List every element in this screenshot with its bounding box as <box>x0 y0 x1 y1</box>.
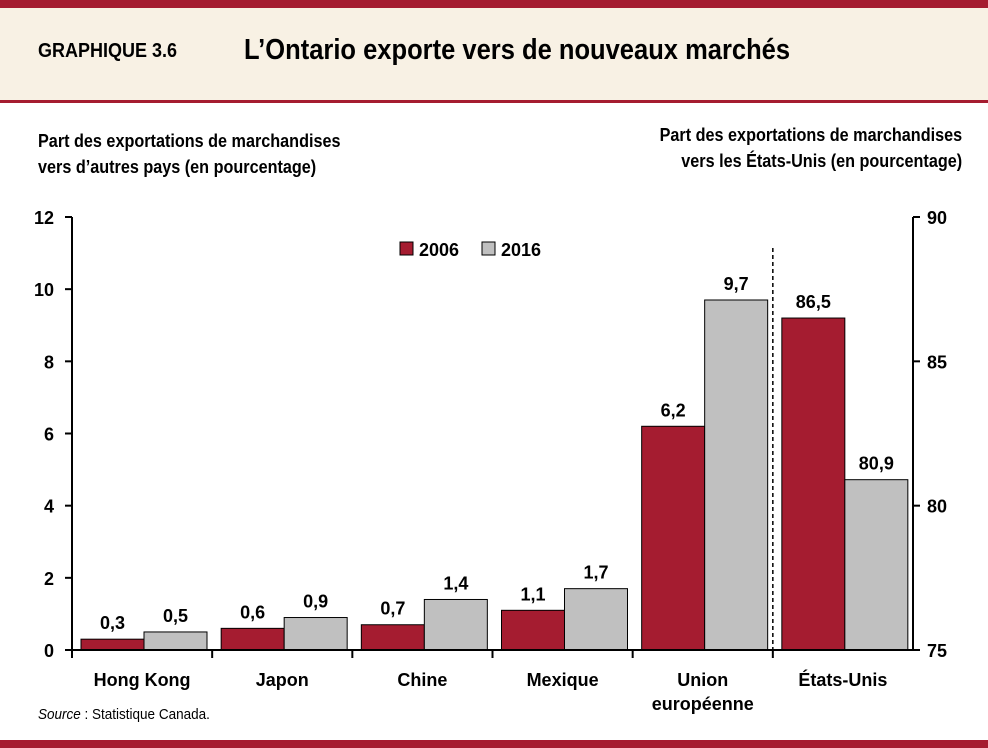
category-label: Union <box>677 670 728 690</box>
data-label: 80,9 <box>859 454 894 474</box>
data-label: 0,6 <box>240 602 265 622</box>
data-label: 6,2 <box>661 400 686 420</box>
bar-2016 <box>844 479 909 651</box>
y-tick-label-left: 12 <box>34 208 54 228</box>
bar-2006 <box>641 425 706 651</box>
y-tick-label-left: 8 <box>44 352 54 372</box>
source-note: Source : Statistique Canada. <box>38 706 210 723</box>
data-label: 0,7 <box>380 599 405 619</box>
y-tick-label-left: 2 <box>44 569 54 589</box>
left-axis-label-line: Part des exportations de marchandises <box>38 131 341 151</box>
y-tick-label-left: 4 <box>44 497 54 517</box>
chart-number: GRAPHIQUE 3.6 <box>38 40 178 62</box>
header <box>0 8 988 100</box>
bottom-bar <box>0 740 988 748</box>
legend-label: 2006 <box>419 240 459 260</box>
y-tick-label-left: 6 <box>44 425 54 445</box>
bar-2016 <box>564 588 628 651</box>
data-label: 1,1 <box>520 584 545 604</box>
chart-title: L’Ontario exporte vers de nouveaux march… <box>244 34 791 66</box>
data-label: 1,4 <box>443 573 468 593</box>
category-label: Japon <box>256 670 309 690</box>
legend-swatch-2016 <box>481 241 496 256</box>
source-text: : Statistique Canada. <box>80 706 210 723</box>
right-axis-label: Part des exportations de marchandises ve… <box>659 122 962 174</box>
y-tick-label-right: 75 <box>927 641 947 661</box>
legend-swatch-2006 <box>399 241 414 256</box>
legend-label: 2016 <box>501 240 541 260</box>
bar-2006 <box>80 638 145 651</box>
right-axis-label-line: vers les États-Unis (en pourcentage) <box>681 151 962 171</box>
y-tick-label-right: 80 <box>927 497 947 517</box>
data-label: 1,7 <box>583 563 608 583</box>
bar-2006 <box>220 627 285 651</box>
bar-2006 <box>360 624 425 651</box>
y-tick-label-left: 10 <box>34 280 54 300</box>
data-label: 9,7 <box>724 274 749 294</box>
data-label: 0,3 <box>100 613 125 633</box>
y-tick-label-left: 0 <box>44 641 54 661</box>
category-label: Mexique <box>527 670 599 690</box>
right-axis-label-line: Part des exportations de marchandises <box>659 125 962 145</box>
source-label: Source <box>38 706 81 723</box>
bar-2006 <box>501 609 565 651</box>
bar-2006 <box>781 317 846 651</box>
left-axis-label-line: vers d’autres pays (en pourcentage) <box>38 157 317 177</box>
data-label: 0,9 <box>303 592 328 612</box>
y-tick-label-right: 90 <box>927 208 947 228</box>
data-label: 0,5 <box>163 606 188 626</box>
bar-2016 <box>143 631 208 651</box>
bar-2016 <box>283 617 348 651</box>
category-label: États-Unis <box>798 669 887 690</box>
y-tick-label-right: 85 <box>927 352 947 372</box>
header-divider <box>0 100 988 103</box>
category-label: Chine <box>397 670 447 690</box>
category-label: européenne <box>652 694 754 714</box>
bar-2016 <box>423 598 488 651</box>
top-bar <box>0 0 988 8</box>
left-axis-label: Part des exportations de marchandises ve… <box>38 128 341 180</box>
bar-2016 <box>704 299 769 651</box>
data-label: 86,5 <box>796 292 831 312</box>
category-label: Hong Kong <box>94 670 191 690</box>
